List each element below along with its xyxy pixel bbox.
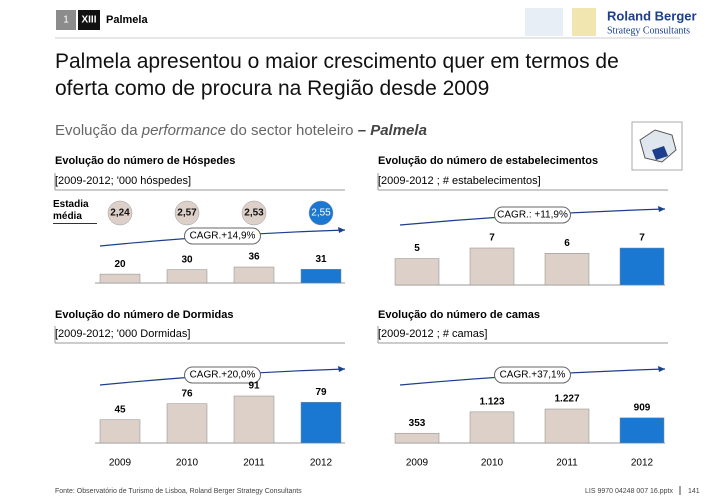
bar [99,273,141,284]
logo-sub: Strategy Consultants [607,25,690,36]
x-tick-label: 2009 [109,458,132,469]
arrow-head [658,366,665,372]
x-tick-label: 2012 [310,458,333,469]
value-label: 909 [634,402,651,413]
bar [300,268,342,284]
bar [469,411,515,444]
subtitle-rest: do sector hoteleiro [226,122,354,139]
chart-title: Evolução do número de estabelecimentos [378,155,598,167]
chapter-box [78,10,100,30]
chapter: XIII [81,15,96,26]
value-label: 30 [181,254,193,265]
value-label: 1.227 [554,394,579,405]
chart-title: Evolução do número de Hóspedes [55,155,235,167]
cagr-box [494,206,571,224]
chart-title: Evolução do número de camas [378,309,540,321]
cagr-box [184,227,261,245]
bar [300,401,342,444]
bar [394,258,440,286]
value-label: 45 [114,404,126,415]
x-tick-label: 2011 [243,458,265,469]
value-label: 5 [414,243,420,254]
stay-label: 2,24 [110,208,130,219]
subtitle-italic: performance [141,122,226,139]
value-label: 6 [564,238,570,249]
section-box [56,10,76,30]
stay-label: 2,53 [244,208,264,219]
cagr-box [184,366,261,384]
bar [233,395,275,444]
chart-title: Evolução do número de Dormidas [55,309,233,321]
bar [99,419,141,444]
stay-label: 2,57 [177,208,197,219]
stay-bubble [308,200,334,226]
stay-bubble [241,200,267,226]
value-label: 76 [181,388,193,399]
bar [544,408,590,444]
footer-page: 141 [688,488,700,495]
x-tick-label: 2011 [556,458,578,469]
value-label: 353 [409,418,426,429]
x-tick-label: 2010 [176,458,199,469]
value-label: 79 [315,387,327,398]
arrow-head [658,206,665,212]
title-box: Palmela apresentou o maior crescimento q… [55,50,619,100]
cagr-label: CAGR.+20,0% [190,370,256,381]
value-label: 7 [489,233,495,244]
chart-subtitle: [2009-2012; '000 Dormidas] [55,328,190,340]
stay-bubble [107,200,133,226]
arrow-head [338,366,345,372]
x-tick-label: 2009 [406,458,429,469]
footer-source: Fonte: Observatório de Turismo de Lisboa… [55,488,302,495]
value-label: 36 [248,252,260,263]
bar [544,253,590,286]
logo-name: Roland Berger [607,8,697,23]
chart-subtitle: [2009-2012 ; # camas] [378,328,487,340]
subtitle: Evolução da performance do sector hotele… [55,122,427,139]
subtitle-lead: Evolução da [55,122,142,139]
bar [166,403,208,444]
cagr-box [494,366,571,384]
cagr-label: CAGR.+14,9% [190,231,256,242]
value-label: 91 [248,381,260,392]
logo-icon [572,8,596,36]
arrow-head [338,227,345,233]
x-tick-label: 2012 [631,458,654,469]
section: 1 [63,15,69,26]
stay-label: Estadia média [53,199,97,224]
map-highlight [652,146,668,160]
header-label: Palmela [106,14,148,26]
stay-bubble [174,200,200,226]
logo-icon [525,8,563,36]
title: Palmela apresentou o maior crescimento q… [55,50,619,100]
chart-subtitle: [2009-2012; '000 hóspedes] [55,175,191,187]
bar [469,247,515,286]
cagr-label: CAGR.+37,1% [500,370,566,381]
stay-label: 2,55 [311,208,331,219]
value-label: 31 [315,254,327,265]
bar [394,432,440,444]
chart-subtitle: [2009-2012 ; # estabelecimentos] [378,175,541,187]
bar [166,269,208,284]
value-label: 7 [639,233,645,244]
value-label: 20 [114,259,126,270]
x-tick-label: 2010 [481,458,504,469]
bar [233,266,275,284]
bar [619,247,665,286]
subtitle-place: – Palmela [354,122,427,139]
footer-ref: LIS 9970 04248 007 16.pptx [585,488,673,495]
cagr-label: CAGR.: +11,9% [497,210,568,221]
value-label: 1.123 [479,397,504,408]
bar [619,417,665,444]
